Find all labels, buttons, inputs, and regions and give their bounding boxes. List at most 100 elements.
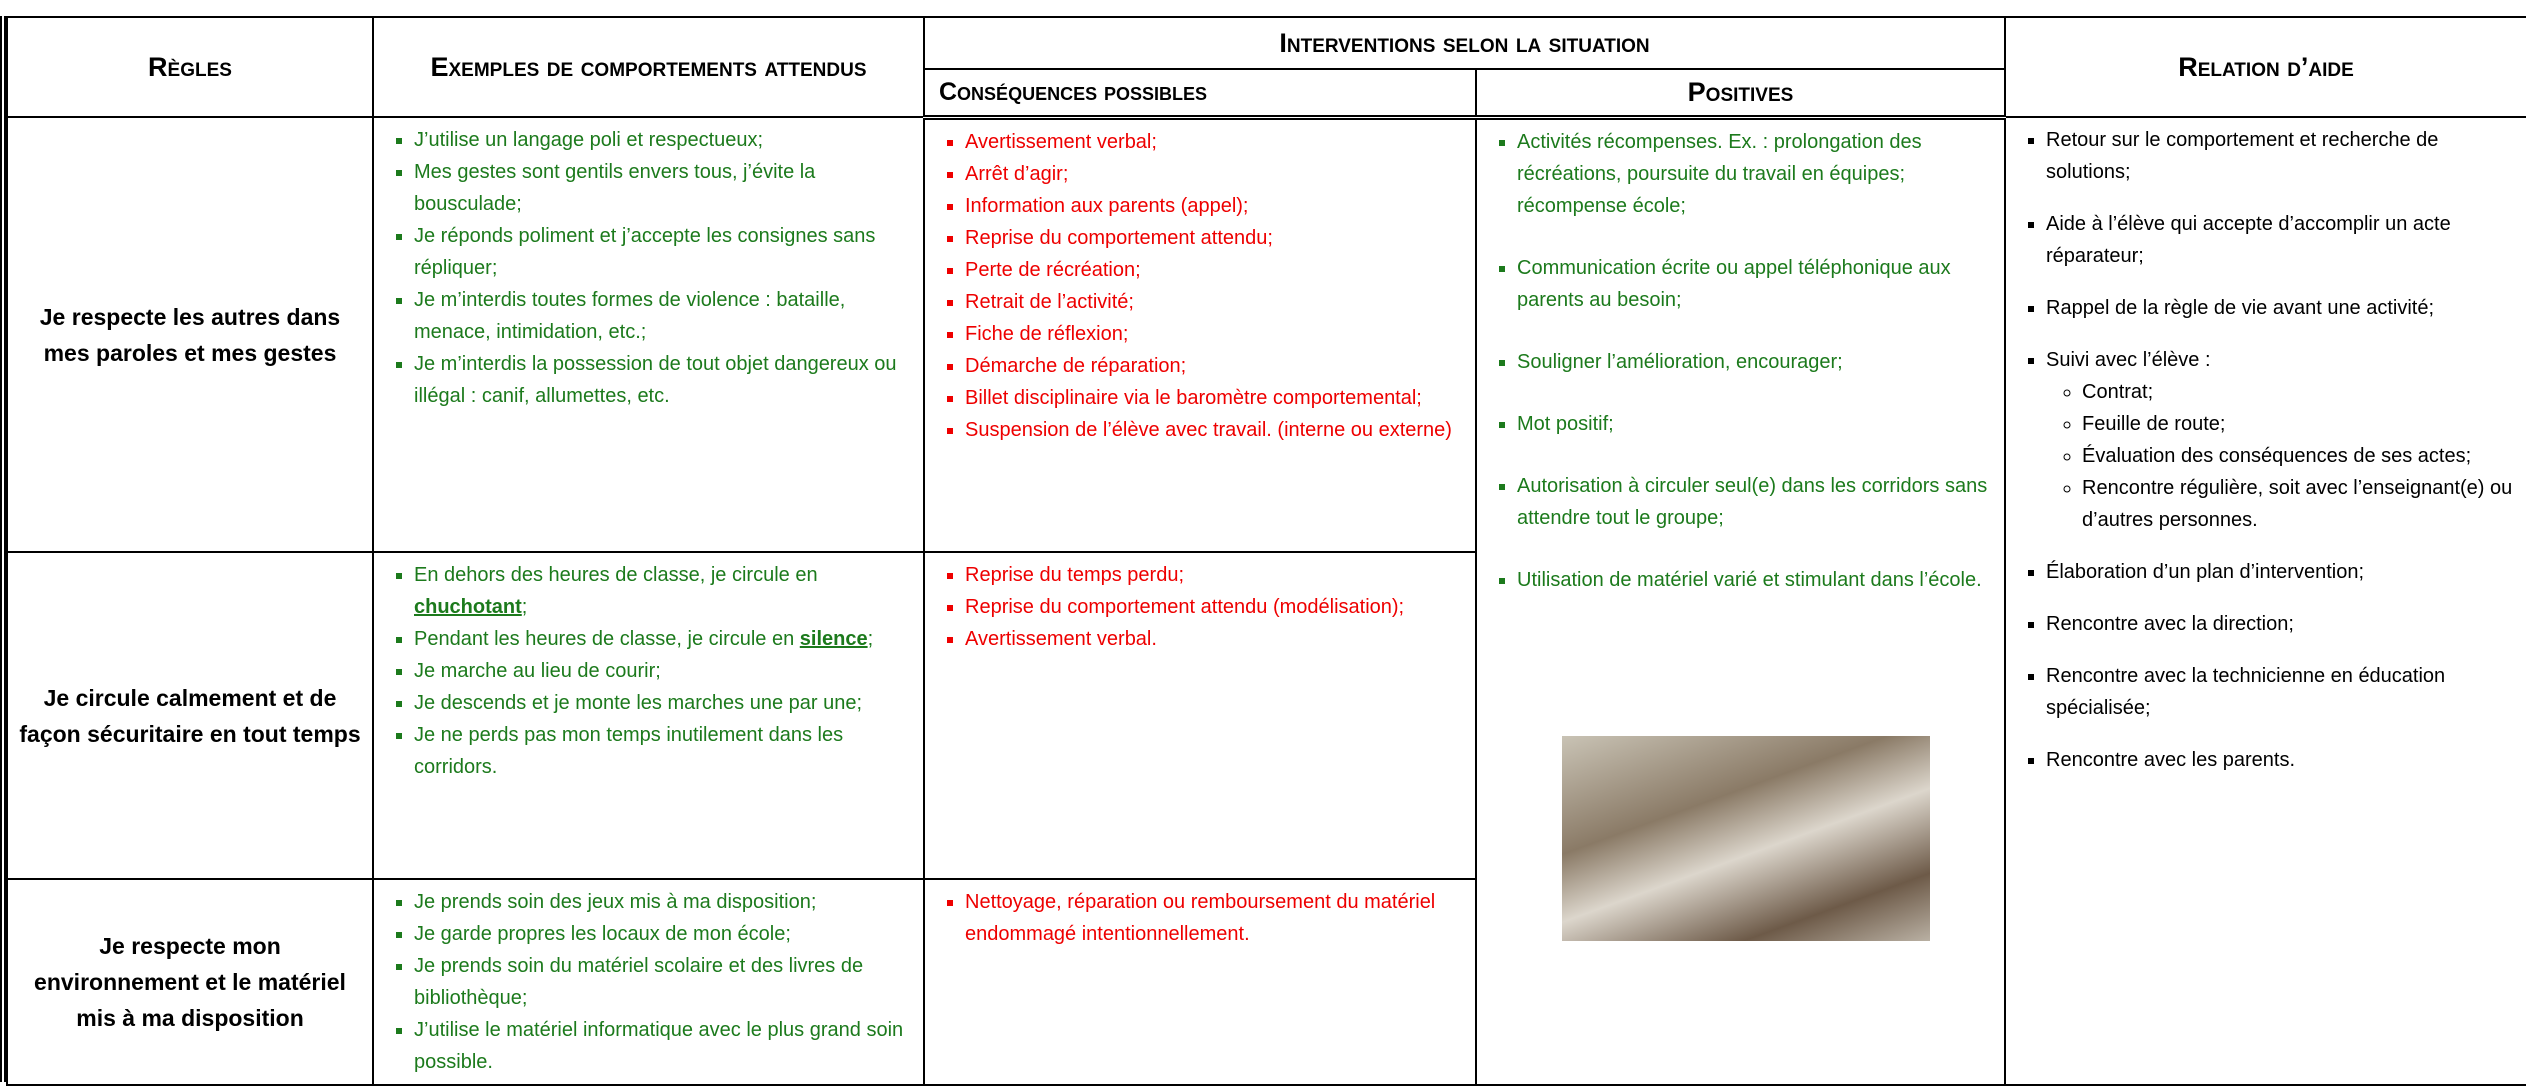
example-text: Je prends soin du matériel scolaire et d… [414,955,864,1009]
help-item: Rencontre avec la technicienne en éducat… [2046,660,2516,724]
example-item: Mes gestes sont gentils envers tous, j’é… [414,156,913,220]
rule-row: Je respecte les autres dans mes paroles … [6,116,2526,1086]
example-item: Je m’interdis toutes formes de violence … [414,284,913,348]
examples-cell: Je prends soin des jeux mis à ma disposi… [372,878,925,1086]
header-consequences: Conséquences possibles [923,68,1477,120]
example-text: En dehors des heures de classe, je circu… [414,564,818,586]
example-text: Je réponds poliment et j’accepte les con… [414,225,876,279]
consequences-cell: Reprise du temps perdu;Reprise du compor… [923,551,1477,880]
consequence-item: Reprise du comportement attendu (modélis… [965,591,1465,623]
example-item: En dehors des heures de classe, je circu… [414,559,913,623]
rule-cell: Je circule calmement et de façon sécurit… [6,551,374,880]
help-item: Aide à l’élève qui accepte d’accomplir u… [2046,208,2516,272]
consequence-item: Suspension de l’élève avec travail. (int… [965,414,1465,446]
header-positives: Positives [1474,68,2007,120]
examples-cell: J’utilise un langage poli et respectueux… [372,116,925,553]
consequences-list: Avertissement verbal;Arrêt d’agir;Inform… [935,126,1465,446]
help-subitem: Rencontre régulière, soit avec l’enseign… [2082,472,2516,536]
help-item: Élaboration d’un plan d’intervention; [2046,556,2516,588]
consequence-item: Billet disciplinaire via le baromètre co… [965,382,1465,414]
consequence-item: Arrêt d’agir; [965,158,1465,190]
help-list: Retour sur le comportement et recherche … [2016,124,2516,776]
example-text: J’utilise un langage poli et respectueux… [414,129,764,151]
consequence-item: Reprise du comportement attendu; [965,222,1465,254]
example-text: Je ne perds pas mon temps inutilement da… [414,724,844,778]
consequence-item: Avertissement verbal. [965,623,1465,655]
help-text: Rappel de la règle de vie avant une acti… [2046,297,2435,319]
example-item: Je ne perds pas mon temps inutilement da… [414,719,913,783]
example-after: ; [867,628,874,650]
table-body: Je respecte les autres dans mes paroles … [6,116,2526,1086]
example-item: Je descends et je monte les marches une … [414,687,913,719]
example-item: Pendant les heures de classe, je circule… [414,623,913,655]
example-after: ; [521,596,528,618]
help-text: Retour sur le comportement et recherche … [2046,129,2439,183]
rule-row: Je circule calmement et de façon sécurit… [6,551,2526,880]
help-text: Élaboration d’un plan d’intervention; [2046,561,2365,583]
example-item: Je garde propres les locaux de mon école… [414,918,913,950]
example-text: Je prends soin des jeux mis à ma disposi… [414,891,817,913]
positive-item: Communication écrite ou appel téléphoniq… [1517,252,1994,316]
help-item: Rencontre avec la direction; [2046,608,2516,640]
consequence-item: Nettoyage, réparation ou remboursement d… [965,886,1465,950]
rules-table-wrapper: Règles Exemples de comportements attendu… [0,16,2526,1086]
example-item: J’utilise un langage poli et respectueux… [414,124,913,156]
help-subitem: Contrat; [2082,376,2516,408]
consequences-cell: Avertissement verbal;Arrêt d’agir;Inform… [923,116,1477,553]
example-text: Mes gestes sont gentils envers tous, j’é… [414,161,816,215]
consequence-item: Perte de récréation; [965,254,1465,286]
examples-list: En dehors des heures de classe, je circu… [384,559,913,783]
example-emphasis: silence [799,628,868,650]
example-text: Je descends et je monte les marches une … [414,692,863,714]
positives-cell: Activités récompenses. Ex. : prolongatio… [1474,116,2007,1086]
example-item: Je m’interdis la possession de tout obje… [414,348,913,412]
consequence-item: Information aux parents (appel); [965,190,1465,222]
examples-list: Je prends soin des jeux mis à ma disposi… [384,886,913,1078]
positives-list: Activités récompenses. Ex. : prolongatio… [1487,126,1994,596]
help-subitem: Feuille de route; [2082,408,2516,440]
rule-cell: Je respecte mon environnement et le maté… [6,878,374,1086]
example-text: Pendant les heures de classe, je circule… [414,628,800,650]
example-item: Je marche au lieu de courir; [414,655,913,687]
rules-table: Règles Exemples de comportements attendu… [6,16,2526,1086]
positive-item: Souligner l’amélioration, encourager; [1517,346,1994,378]
help-item: Rappel de la règle de vie avant une acti… [2046,292,2516,324]
positive-item: Utilisation de matériel varié et stimula… [1517,564,1994,596]
consequence-item: Fiche de réflexion; [965,318,1465,350]
consequence-item: Retrait de l’activité; [965,286,1465,318]
help-text: Suivi avec l’élève : [2046,349,2211,371]
header-rules: Règles [6,16,374,118]
example-text: Je marche au lieu de courir; [414,660,661,682]
example-text: Je m’interdis la possession de tout obje… [414,353,897,407]
example-item: Je prends soin du matériel scolaire et d… [414,950,913,1014]
consequence-item: Reprise du temps perdu; [965,559,1465,591]
header-interventions: Interventions selon la situation [922,16,2007,70]
help-cell: Retour sur le comportement et recherche … [2004,116,2526,1086]
help-text: Rencontre avec les parents. [2046,749,2296,771]
example-item: Je réponds poliment et j’accepte les con… [414,220,913,284]
examples-cell: En dehors des heures de classe, je circu… [372,551,925,880]
classroom-photo [1562,735,1930,941]
help-sublist: Contrat;Feuille de route;Évaluation des … [2046,376,2516,536]
consequence-item: Avertissement verbal; [965,126,1465,158]
help-text: Rencontre avec la direction; [2046,613,2294,635]
rule-cell: Je respecte les autres dans mes paroles … [6,116,374,553]
help-item: Suivi avec l’élève : Contrat;Feuille de r… [2046,344,2516,536]
help-text: Rencontre avec la technicienne en éducat… [2046,665,2446,719]
examples-list: J’utilise un langage poli et respectueux… [384,124,913,412]
consequence-item: Démarche de réparation; [965,350,1465,382]
example-text: Je m’interdis toutes formes de violence … [414,289,846,343]
header-examples: Exemples de comportements attendus [372,16,925,118]
positive-item: Autorisation à circuler seul(e) dans les… [1517,470,1994,534]
example-text: Je garde propres les locaux de mon école… [414,923,791,945]
help-subitem: Évaluation des conséquences de ses actes… [2082,440,2516,472]
consequences-cell: Nettoyage, réparation ou remboursement d… [923,878,1477,1086]
positive-item: Mot positif; [1517,408,1994,440]
header-help: Relation d’aide [2004,16,2526,118]
example-item: J’utilise le matériel informatique avec … [414,1014,913,1078]
help-item: Rencontre avec les parents. [2046,744,2516,776]
consequences-list: Nettoyage, réparation ou remboursement d… [935,886,1465,950]
help-text: Aide à l’élève qui accepte d’accomplir u… [2046,213,2451,267]
positive-item: Activités récompenses. Ex. : prolongatio… [1517,126,1994,222]
